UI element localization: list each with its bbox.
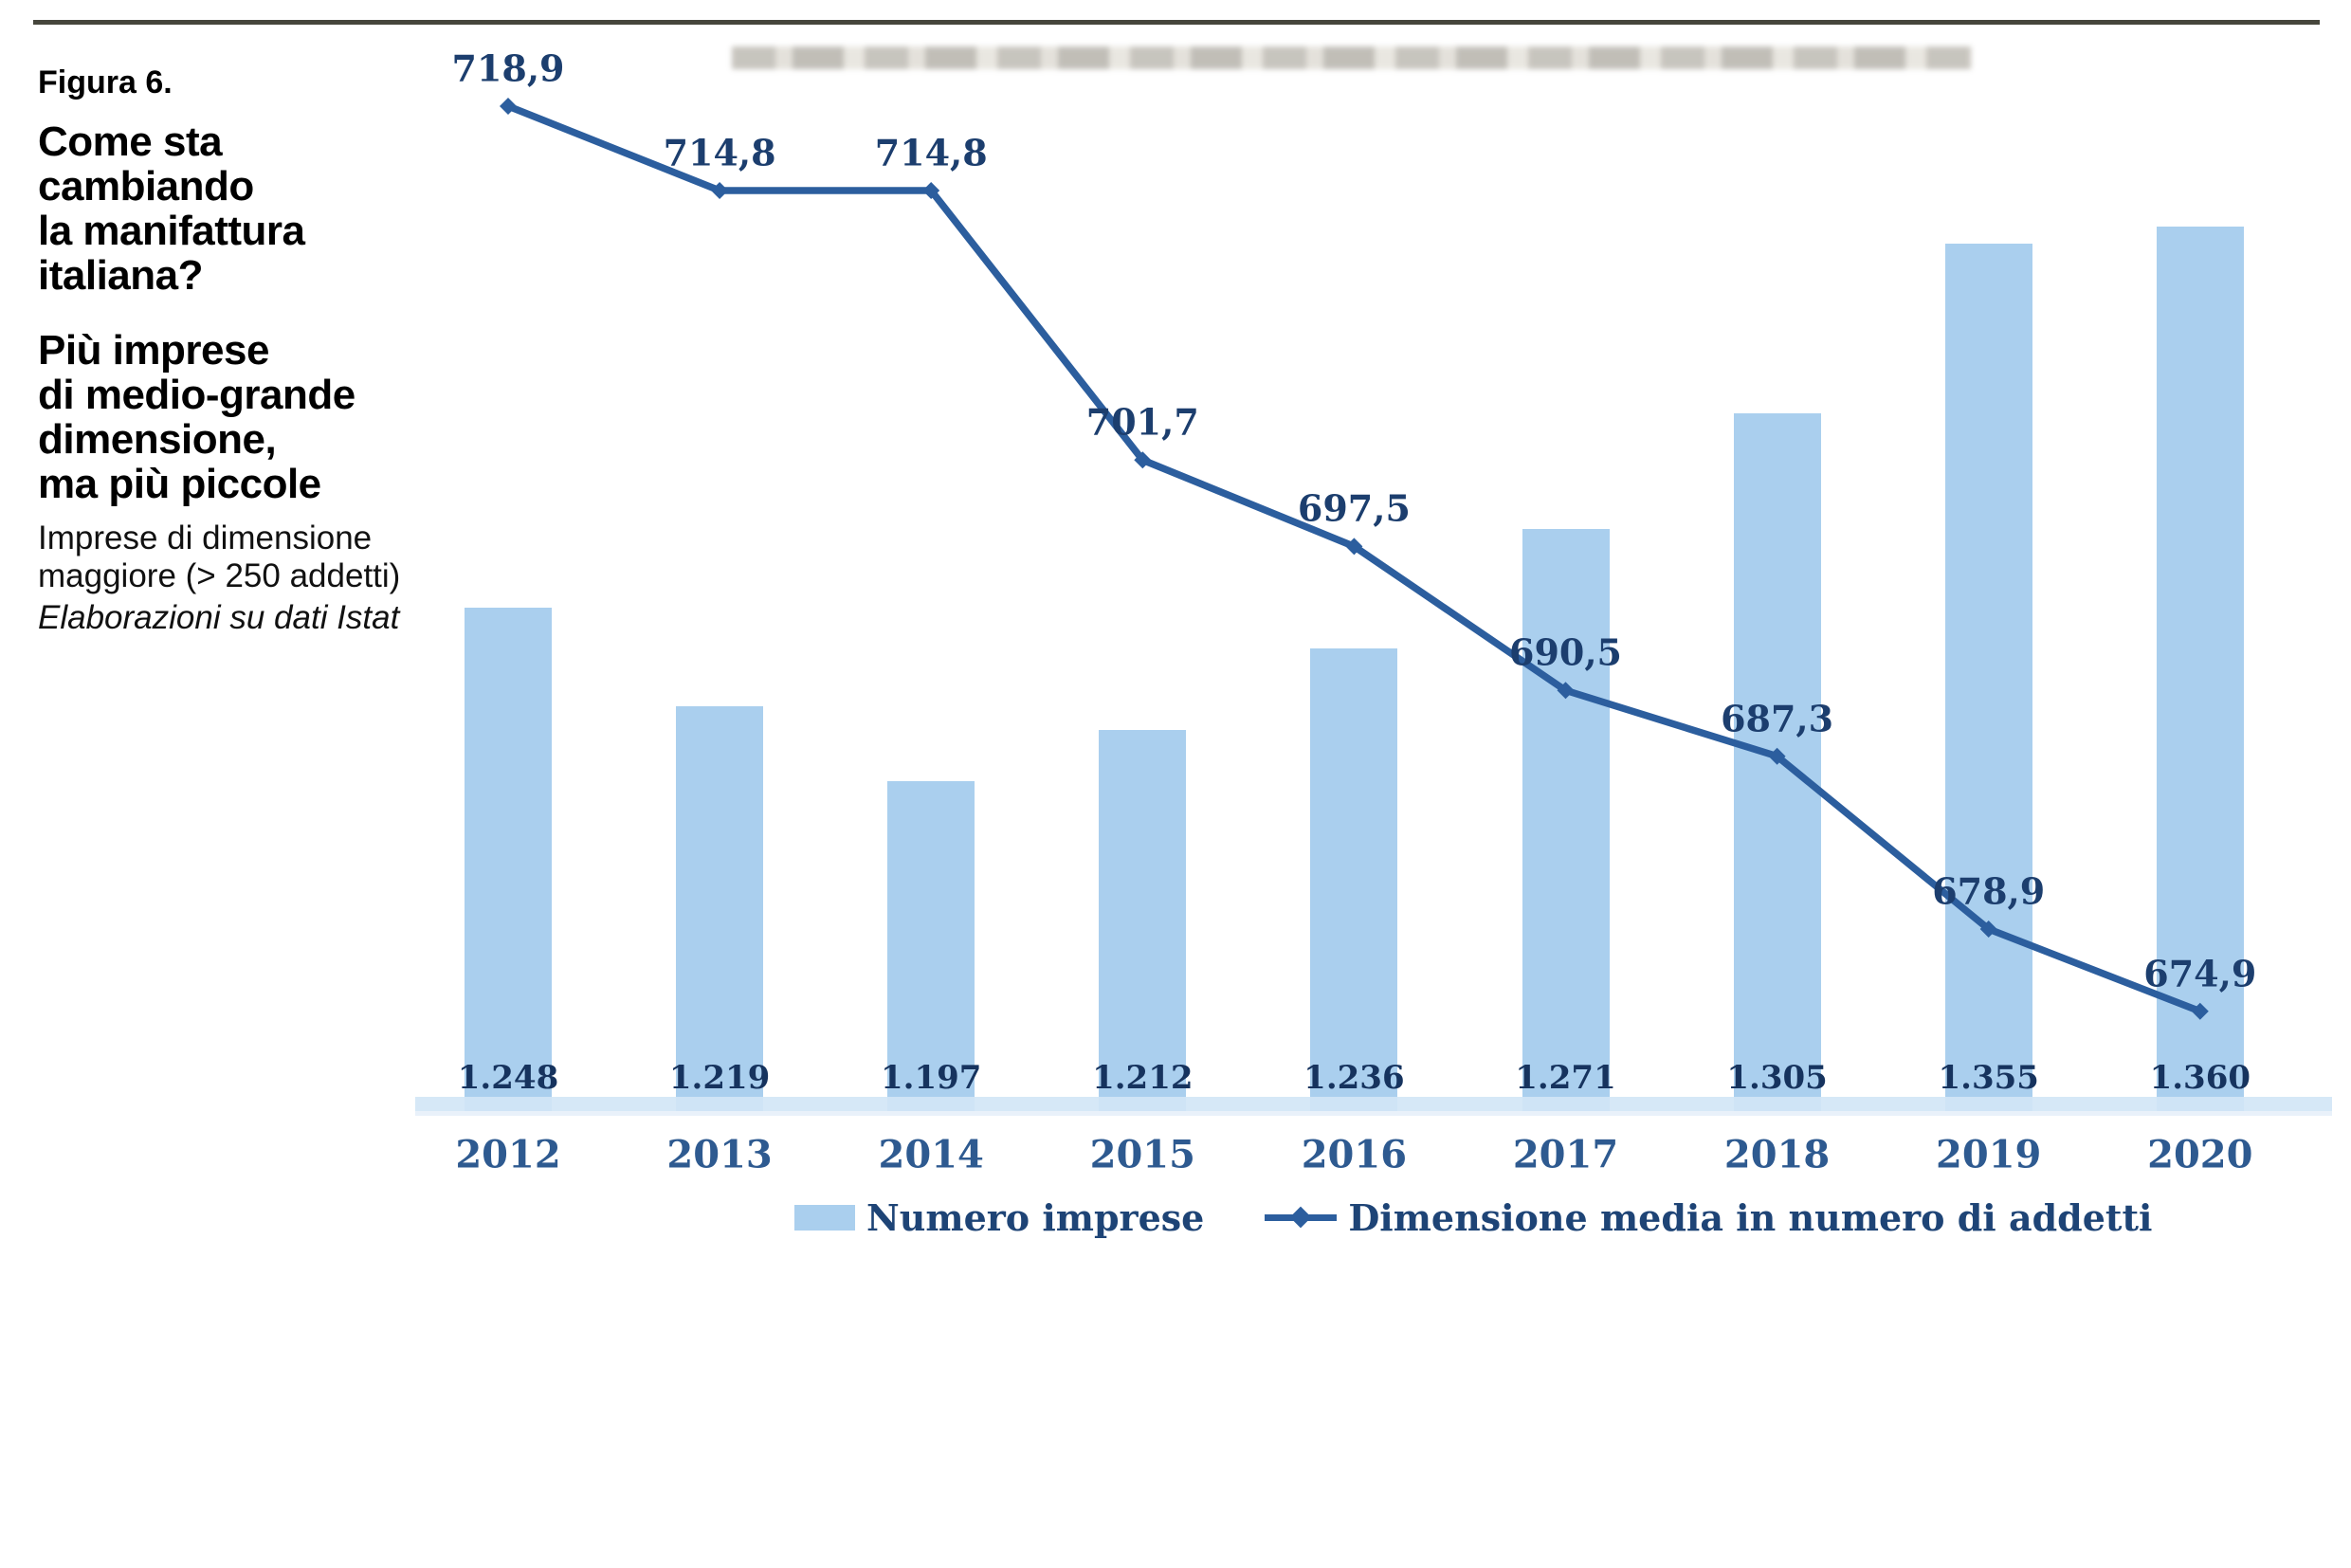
bar-value-label-2017: 1.271 [1515,1059,1616,1097]
top-rule [33,20,2320,25]
bar-value-label-2015: 1.212 [1092,1059,1194,1097]
bar-value-label-2018: 1.305 [1726,1059,1828,1097]
line-marker-2013 [711,181,729,199]
bar-value-label-2019: 1.355 [1938,1059,2039,1097]
line-marker-2012 [500,98,517,115]
bar-value-label-2013: 1.219 [668,1059,771,1097]
line-marker-2014 [922,181,940,199]
figure-source-note: Elaborazioni su dati Istat [38,599,400,636]
x-tick-2012: 2012 [455,1132,561,1177]
x-tick-2016: 2016 [1301,1132,1408,1177]
legend-item-line: Dimensione media in numero di addetti [1265,1196,2152,1239]
line-value-label-2013: 714,8 [663,131,776,174]
x-tick-2013: 2013 [666,1132,773,1177]
line-value-label-2012: 718,9 [451,46,565,90]
bar-2014 [887,780,975,1111]
bar-value-label-2020: 1.360 [2149,1059,2251,1097]
line-marker-2017 [1557,682,1575,700]
bar-2020 [2156,226,2244,1111]
x-tick-2015: 2015 [1089,1132,1195,1177]
x-tick-2019: 2019 [1936,1132,2042,1177]
line-value-label-2015: 701,7 [1085,400,1199,444]
x-tick-2018: 2018 [1723,1132,1831,1177]
line-value-label-2020: 674,9 [2143,952,2257,995]
bar-value-label-2014: 1.197 [880,1059,982,1097]
line-value-label-2019: 678,9 [1932,869,2046,913]
line-marker-2020 [2191,1002,2209,1020]
bar-2012 [465,607,552,1111]
line-series-icon [1265,1206,1338,1229]
line-marker-icon [1290,1206,1312,1229]
x-axis-band [415,1097,2332,1111]
legend-label-line: Dimensione media in numero di addetti [1348,1196,2153,1239]
figure-subtitle: Imprese di dimensione maggiore (> 250 ad… [38,520,401,594]
bar-series-swatch [794,1205,855,1231]
line-marker-2018 [1768,747,1786,765]
legend-item-bars: Numero imprese [794,1196,1204,1239]
chart-legend: Numero imprese Dimensione media in numer… [794,1196,2152,1239]
line-marker-2015 [1134,451,1152,469]
figure-number: Figura 6. [38,64,173,100]
faded-header-text-band [732,46,1972,69]
line-value-label-2014: 714,8 [874,131,988,174]
bar-2013 [676,705,764,1111]
bar-2015 [1099,730,1187,1111]
bar-value-label-2016: 1.236 [1303,1059,1405,1097]
line-marker-2019 [1979,921,1997,938]
bar-2019 [1944,243,2032,1111]
bar-2016 [1310,647,1398,1111]
x-axis-line [415,1111,2332,1116]
figure-title-statement: Più imprese di medio-grande dimensione, … [38,327,355,507]
x-tick-2014: 2014 [878,1132,984,1177]
line-value-label-2017: 690,5 [1509,630,1622,674]
line-value-label-2018: 687,3 [1721,697,1834,740]
line-marker-2016 [1345,538,1363,556]
legend-label-bars: Numero imprese [866,1196,1205,1239]
line-value-label-2016: 697,5 [1297,486,1411,530]
bar-2017 [1522,529,1610,1111]
x-tick-2017: 2017 [1512,1132,1619,1177]
bar-value-label-2012: 1.248 [457,1059,559,1097]
figure-title-question: Come sta cambiando la manifattura italia… [38,119,305,299]
x-tick-2020: 2020 [2147,1132,2253,1177]
